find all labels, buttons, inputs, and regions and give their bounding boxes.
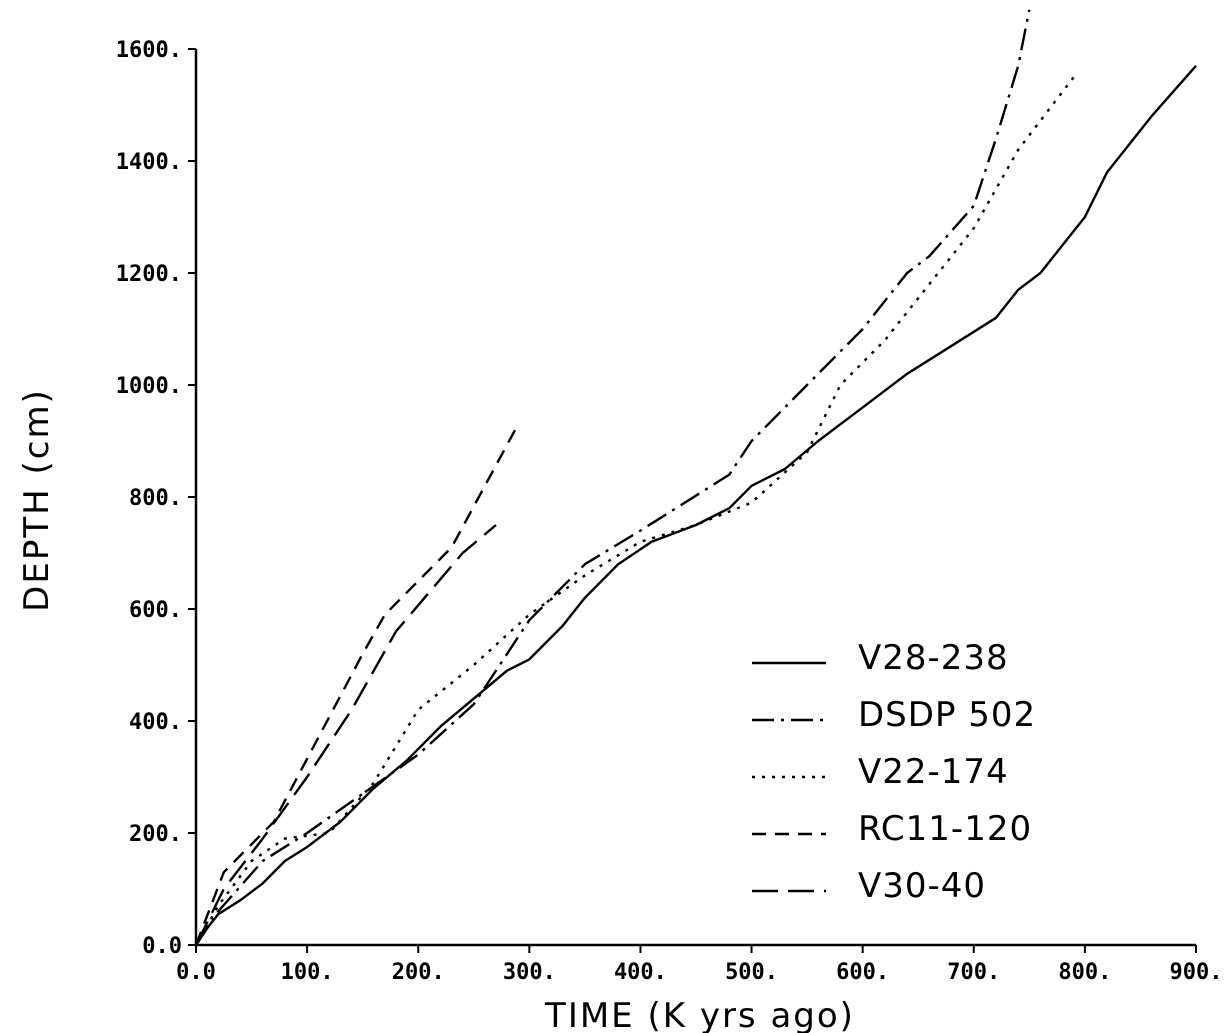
- x-tick-label: 600.: [836, 960, 889, 985]
- x-tick-label: 400.: [614, 960, 667, 985]
- x-tick-label: 800.: [1058, 960, 1111, 985]
- x-axis-ticks: 0.0 100. 200. 300. 400. 500. 600. 700. 800. 900.: [176, 945, 1222, 985]
- series-line-rc11-120: [194, 423, 520, 946]
- x-tick-label: 200.: [392, 960, 445, 985]
- y-tick-label: 1600.: [116, 38, 182, 63]
- x-axis-label: TIME (K yrs ago): [544, 996, 855, 1033]
- y-tick-label: 1200.: [116, 262, 182, 287]
- x-tick-label: 300.: [503, 960, 556, 985]
- y-tick-label: 200.: [129, 822, 182, 847]
- legend-label: RC11-120: [858, 809, 1032, 849]
- legend-label: V30-40: [858, 866, 986, 906]
- y-axis-ticks: 0.0 200. 400. 600. 800. 1000. 1200. 1400. 1600.: [116, 38, 196, 959]
- series-line-dsdp-502: [194, 9, 1031, 946]
- legend-label: DSDP 502: [858, 695, 1036, 735]
- x-tick-label: 0.0: [176, 960, 216, 985]
- series-line-v30-40: [194, 524, 497, 946]
- x-tick-label: 900.: [1170, 960, 1223, 985]
- legend-label: V28-238: [858, 638, 1009, 678]
- y-axis-label: DEPTH (cm): [17, 388, 57, 612]
- y-tick-label: 800.: [129, 486, 182, 511]
- legend: V28-238 DSDP 502 V22-174 RC11-120 V30-40: [752, 638, 1036, 906]
- legend-label: V22-174: [858, 752, 1009, 792]
- series-layer: [194, 9, 1197, 946]
- y-tick-label: 1000.: [116, 374, 182, 399]
- series-line-v28-238: [194, 65, 1197, 946]
- x-tick-label: 700.: [947, 960, 1000, 985]
- y-tick-label: 0.0: [142, 934, 182, 959]
- x-tick-label: 100.: [281, 960, 334, 985]
- y-tick-label: 1400.: [116, 150, 182, 175]
- y-tick-label: 600.: [129, 598, 182, 623]
- x-tick-label: 500.: [725, 960, 778, 985]
- y-tick-label: 400.: [129, 710, 182, 735]
